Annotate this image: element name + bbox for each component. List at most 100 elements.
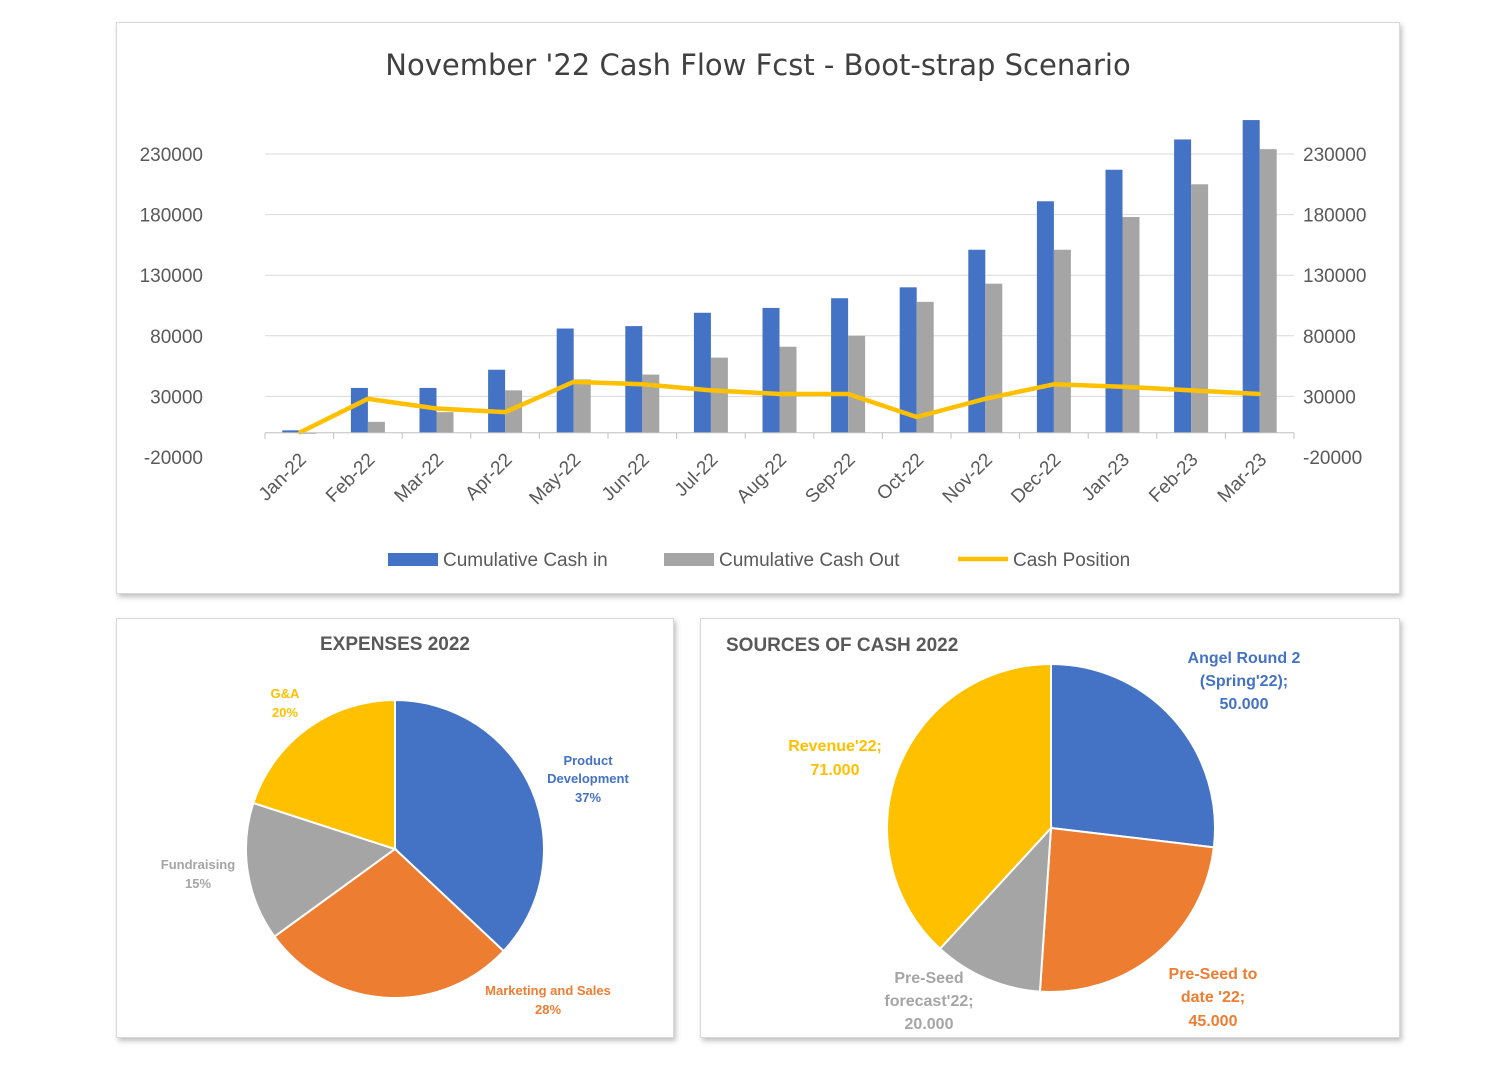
cash-flow-chart: November '22 Cash Flow Fcst - Boot-strap… [140, 48, 1367, 571]
bar-cumulative-cash-out-mar-23 [1259, 149, 1277, 433]
point-cash-position-feb-23 [1189, 388, 1193, 392]
slice-fundraising [245, 801, 398, 938]
legend-swatch-cumulative-cash-out [664, 553, 714, 566]
label-preseed-date-value: 45.000 [1189, 1013, 1238, 1030]
bar-cumulative-cash-in-feb-22 [350, 387, 368, 433]
slice-pre-seed-to-date-22 [1038, 826, 1215, 993]
x-tick-mar-22: Mar-22 [391, 449, 448, 506]
point-cash-position-jan-23 [1121, 385, 1124, 389]
bar-cumulative-cash-out-sep-22 [848, 335, 866, 433]
legend-label-cash-position: Cash Position [1013, 550, 1130, 571]
label-ga-pct: 20% [272, 705, 298, 720]
x-tick-oct-22: Oct-22 [873, 449, 928, 504]
y-tick-right-1: 180000 [1303, 206, 1366, 227]
label-preseed-forecast-2: forecast'22; [884, 993, 973, 1010]
bar-cumulative-cash-in-feb-23 [1174, 139, 1192, 433]
cash-flow-chart-panel: November '22 Cash Flow Fcst - Boot-strap… [116, 22, 1400, 594]
label-marketing-sales: Marketing and Sales [485, 983, 611, 998]
point-cash-position-jun-22 [640, 382, 644, 386]
point-cash-position-feb-22 [366, 397, 370, 401]
expenses-pie-chart: EXPENSES 2022 Product Development 37% Ma… [161, 634, 630, 1017]
slice-revenue-22 [886, 662, 1052, 951]
bar-cumulative-cash-out-oct-22 [916, 301, 934, 433]
bar-cumulative-cash-out-dec-22 [1053, 249, 1071, 433]
bar-cumulative-cash-in-may-22 [556, 328, 574, 433]
label-preseed-date-2: date '22; [1181, 989, 1245, 1006]
y-tick-right-3: 80000 [1303, 327, 1356, 348]
bar-cumulative-cash-out-feb-22 [367, 421, 385, 433]
point-cash-position-nov-22 [983, 397, 987, 401]
slice-pre-seed-forecast-22 [938, 825, 1053, 993]
slice-marketing-and-sales [273, 847, 506, 999]
point-cash-position-oct-22 [915, 415, 919, 419]
expenses-slices [245, 698, 545, 999]
legend-label-cumulative-cash-in: Cumulative Cash in [443, 550, 608, 571]
cash-position-line-group [297, 379, 1262, 435]
bar-cumulative-cash-in-apr-22 [488, 369, 506, 433]
bar-cumulative-cash-out-aug-22 [779, 346, 797, 433]
label-preseed-forecast-value: 20.000 [905, 1016, 954, 1033]
bar-cumulative-cash-in-jan-22 [282, 430, 300, 433]
y-tick-right-5: -20000 [1303, 448, 1362, 469]
y-tick-left-5: -20000 [144, 448, 203, 469]
x-tick-jan-22: Jan-22 [255, 449, 311, 505]
x-tick-jun-22: Jun-22 [598, 449, 654, 505]
bars [282, 120, 1277, 434]
label-fundraising: Fundraising [161, 857, 235, 872]
label-product-development-pct: 37% [575, 790, 601, 805]
y-tick-right-0: 230000 [1303, 145, 1366, 166]
expenses-chart-panel: EXPENSES 2022 Product Development 37% Ma… [116, 618, 674, 1038]
y-tick-left-4: 30000 [150, 387, 203, 408]
bar-cumulative-cash-out-jan-23 [1122, 217, 1140, 433]
x-tick-jul-22: Jul-22 [671, 449, 722, 500]
label-marketing-sales-pct: 28% [535, 1002, 561, 1017]
bar-cumulative-cash-in-sep-22 [831, 298, 849, 433]
x-tick-feb-23: Feb-23 [1145, 449, 1202, 506]
bar-cumulative-cash-out-apr-22 [505, 390, 523, 433]
label-fundraising-pct: 15% [185, 876, 211, 891]
point-cash-position-mar-22 [435, 407, 438, 411]
bar-cumulative-cash-in-jan-23 [1105, 169, 1123, 433]
bar-cumulative-cash-in-mar-22 [419, 387, 437, 433]
label-angel-round-value: 50.000 [1220, 696, 1269, 713]
sources-chart-panel: SOURCES OF CASH 2022 Angel Round 2 (Spri… [700, 618, 1400, 1038]
legend-label-cumulative-cash-out: Cumulative Cash Out [719, 550, 900, 571]
y-tick-left-3: 80000 [150, 327, 203, 348]
point-cash-position-sep-22 [846, 392, 850, 396]
x-tick-mar-23: Mar-23 [1214, 449, 1271, 506]
bar-cumulative-cash-in-aug-22 [762, 307, 780, 433]
sources-labels: Angel Round 2 (Spring'22); 50.000 Pre-Se… [788, 650, 1300, 1033]
x-tick-apr-22: Apr-22 [461, 449, 516, 504]
label-product-development-2: Development [547, 771, 629, 786]
legend: Cumulative Cash in Cumulative Cash Out Cas… [388, 550, 1130, 571]
chart-title: November '22 Cash Flow Fcst - Boot-strap… [385, 48, 1130, 82]
x-tick-may-22: May-22 [526, 449, 586, 509]
bar-cumulative-cash-out-mar-22 [436, 412, 454, 433]
point-cash-position-mar-23 [1258, 392, 1262, 396]
point-cash-position-may-22 [572, 380, 576, 384]
label-ga: G&A [271, 686, 301, 701]
bar-cumulative-cash-in-dec-22 [1036, 201, 1054, 433]
bar-cumulative-cash-out-jun-22 [642, 374, 660, 433]
label-revenue-value: 71.000 [811, 762, 860, 779]
y-tick-left-1: 180000 [140, 206, 203, 227]
x-tick-jan-23: Jan-23 [1078, 449, 1134, 505]
sources-pie-chart: SOURCES OF CASH 2022 Angel Round 2 (Spri… [726, 635, 1301, 1033]
point-cash-position-aug-22 [778, 392, 781, 396]
label-angel-round-1: Angel Round 2 [1188, 650, 1301, 667]
x-tick-nov-22: Nov-22 [939, 449, 997, 507]
point-cash-position-dec-22 [1052, 382, 1056, 386]
slice-angel-round-2-spring-22 [1050, 662, 1216, 849]
bar-cumulative-cash-in-nov-22 [968, 249, 986, 433]
bar-cumulative-cash-out-jul-22 [710, 357, 728, 433]
label-product-development-1: Product [563, 753, 613, 768]
bar-cumulative-cash-out-feb-23 [1191, 184, 1209, 433]
point-cash-position-jul-22 [709, 388, 713, 392]
bar-cumulative-cash-in-jul-22 [693, 312, 711, 433]
slice-g-a [252, 698, 396, 851]
x-tick-dec-22: Dec-22 [1007, 449, 1065, 507]
label-angel-round-2: (Spring'22); [1200, 673, 1288, 690]
sources-slices [886, 662, 1216, 993]
y-tick-right-4: 30000 [1303, 387, 1356, 408]
point-cash-position-apr-22 [503, 410, 507, 414]
